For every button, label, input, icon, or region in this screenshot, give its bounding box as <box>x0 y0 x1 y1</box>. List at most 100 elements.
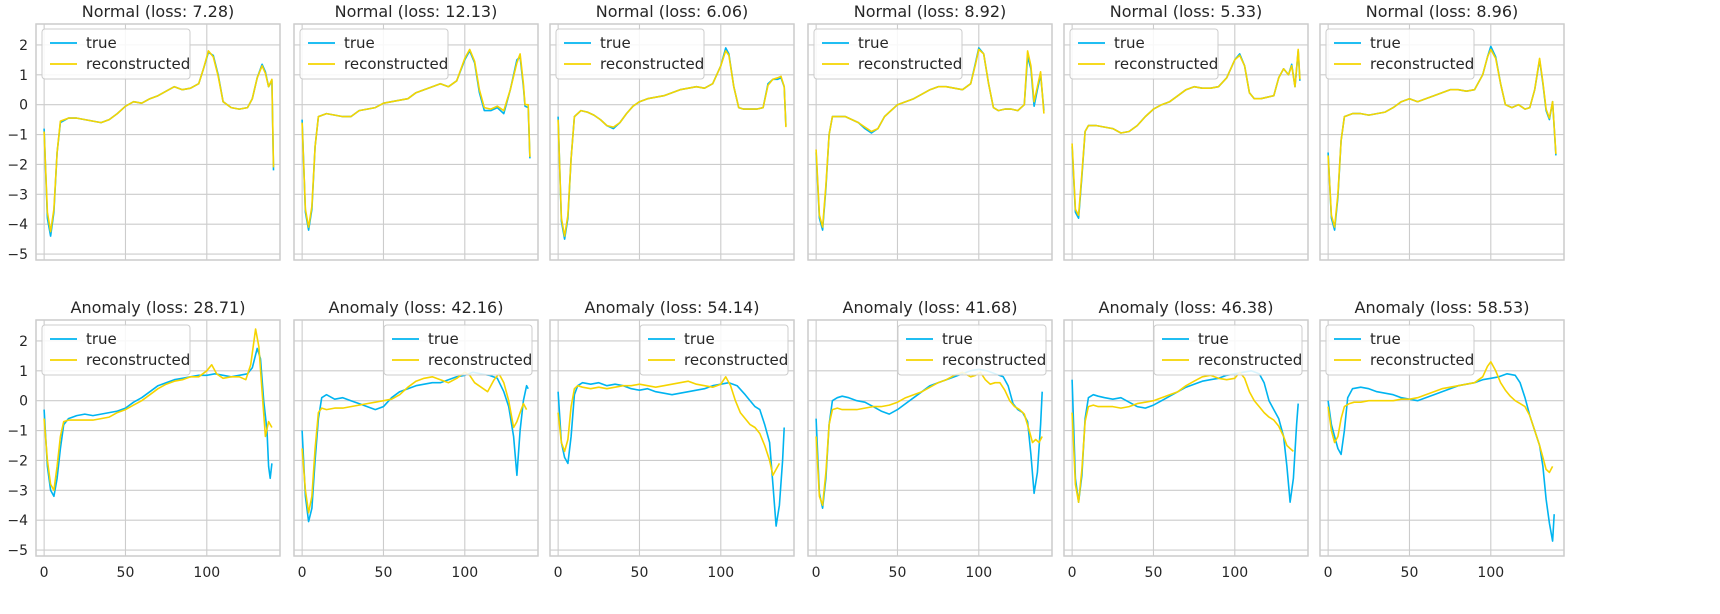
y-tick-label: −4 <box>7 217 28 233</box>
y-tick-label: −3 <box>7 483 28 499</box>
series-line-reconstructed <box>1327 361 1554 474</box>
legend-label-reconstructed: reconstructed <box>428 351 532 369</box>
series-line-reconstructed <box>815 48 1045 228</box>
subplot-title: Anomaly (loss: 58.53) <box>1355 298 1530 317</box>
legend: true reconstructed <box>1325 324 1475 376</box>
legend-label-true: true <box>684 330 715 348</box>
subplot-12: Anomaly (loss: 58.53) 0 50 100 true reconstru… <box>1319 298 1565 581</box>
legend-label-reconstructed: reconstructed <box>344 55 448 73</box>
legend-box <box>299 28 449 80</box>
x-tick-label: 0 <box>812 565 821 581</box>
subplot-9: Anomaly (loss: 54.14) 0 50 100 true reconstru… <box>549 298 795 581</box>
plot-frame <box>1319 319 1565 557</box>
legend: true reconstructed <box>897 324 1047 376</box>
legend-label-reconstructed: reconstructed <box>1114 55 1218 73</box>
series-line-true <box>1071 370 1299 503</box>
y-tick-label: −5 <box>7 543 28 559</box>
series-line-reconstructed <box>557 376 781 477</box>
subplot-title: Normal (loss: 8.96) <box>1366 2 1518 21</box>
series-line-reconstructed <box>815 371 1043 506</box>
y-tick-label: −5 <box>7 247 28 263</box>
x-tick-label: 50 <box>1401 565 1419 581</box>
legend-label-true: true <box>600 34 631 52</box>
subplot-5: Normal (loss: 5.33) true reconstructed <box>1063 2 1309 261</box>
y-tick-label: 1 <box>19 364 28 380</box>
x-tick-label: 0 <box>1068 565 1077 581</box>
plot-frame <box>35 319 281 557</box>
series-line-reconstructed <box>301 48 531 228</box>
legend: true reconstructed <box>639 324 789 376</box>
x-tick-label: 100 <box>1221 565 1248 581</box>
y-tick-label: 0 <box>19 394 28 410</box>
subplot-6: Normal (loss: 8.96) true reconstructed <box>1319 2 1565 261</box>
subplot-title: Normal (loss: 7.28) <box>82 2 234 21</box>
legend-label-true: true <box>858 34 889 52</box>
plot-frame <box>1063 319 1309 557</box>
legend-label-true: true <box>86 34 117 52</box>
y-tick-label: 1 <box>19 68 28 84</box>
plot-frame <box>807 23 1053 261</box>
legend-label-true: true <box>1114 34 1145 52</box>
legend-label-reconstructed: reconstructed <box>684 351 788 369</box>
subplot-title: Normal (loss: 8.92) <box>854 2 1006 21</box>
x-tick-label: 100 <box>1477 565 1504 581</box>
subplot-title: Normal (loss: 12.13) <box>335 2 498 21</box>
series-line-reconstructed <box>1071 371 1294 503</box>
x-tick-label: 100 <box>193 565 220 581</box>
legend-box <box>1153 324 1303 376</box>
x-tick-label: 50 <box>117 565 135 581</box>
legend-box <box>897 324 1047 376</box>
plot-frame <box>807 319 1053 557</box>
legend-label-reconstructed: reconstructed <box>1370 55 1474 73</box>
subplot-title: Normal (loss: 6.06) <box>596 2 748 21</box>
legend-label-true: true <box>1198 330 1229 348</box>
subplot-8: Anomaly (loss: 42.16) 0 50 100 true reconstru… <box>293 298 539 581</box>
subplot-10: Anomaly (loss: 41.68) 0 50 100 true reconstru… <box>807 298 1053 581</box>
x-tick-label: 50 <box>889 565 907 581</box>
legend-label-true: true <box>1370 34 1401 52</box>
subplot-title: Anomaly (loss: 54.14) <box>585 298 760 317</box>
legend: true reconstructed <box>41 324 191 376</box>
legend: true reconstructed <box>1153 324 1303 376</box>
x-tick-label: 0 <box>298 565 307 581</box>
legend: true reconstructed <box>555 28 705 80</box>
y-tick-label: 2 <box>19 38 28 54</box>
plot-frame <box>35 23 281 261</box>
subplot-title: Anomaly (loss: 46.38) <box>1099 298 1274 317</box>
legend-label-reconstructed: reconstructed <box>942 351 1046 369</box>
plot-frame <box>293 319 539 557</box>
legend-label-true: true <box>86 330 117 348</box>
subplot-1: Normal (loss: 7.28) −5 −4 −3 −2 −1 0 1 2 true reco… <box>7 2 281 263</box>
y-tick-label: −4 <box>7 513 28 529</box>
legend: true reconstructed <box>41 28 191 80</box>
series-line-true <box>43 347 273 498</box>
legend: true reconstructed <box>1325 28 1475 80</box>
y-tick-label: −3 <box>7 187 28 203</box>
subplot-4: Normal (loss: 8.92) true reconstructed <box>807 2 1053 261</box>
plot-frame <box>549 23 795 261</box>
x-tick-label: 100 <box>451 565 478 581</box>
series-line-true <box>301 371 529 523</box>
series-line-reconstructed <box>43 328 273 492</box>
x-tick-label: 0 <box>554 565 563 581</box>
legend-box <box>555 28 705 80</box>
x-tick-label: 0 <box>1324 565 1333 581</box>
y-tick-label: 2 <box>19 334 28 350</box>
x-tick-label: 50 <box>375 565 393 581</box>
legend: true reconstructed <box>1069 28 1219 80</box>
subplot-title: Normal (loss: 5.33) <box>1110 2 1262 21</box>
plot-frame <box>293 23 539 261</box>
legend-box <box>1325 324 1475 376</box>
legend-label-true: true <box>942 330 973 348</box>
y-tick-label: −2 <box>7 453 28 469</box>
legend-box <box>1069 28 1219 80</box>
legend-label-true: true <box>428 330 459 348</box>
legend: true reconstructed <box>299 28 449 80</box>
subplot-7: Anomaly (loss: 28.71) −5 −4 −3 −2 −1 0 1 2 0 50 100… <box>7 298 281 581</box>
subplot-11: Anomaly (loss: 46.38) 0 50 100 true reconstru… <box>1063 298 1309 581</box>
subplot-3: Normal (loss: 6.06) true reconstructed <box>549 2 795 261</box>
legend-label-reconstructed: reconstructed <box>858 55 962 73</box>
legend-label-reconstructed: reconstructed <box>600 55 704 73</box>
subplot-title: Anomaly (loss: 28.71) <box>71 298 246 317</box>
legend-label-reconstructed: reconstructed <box>86 351 190 369</box>
